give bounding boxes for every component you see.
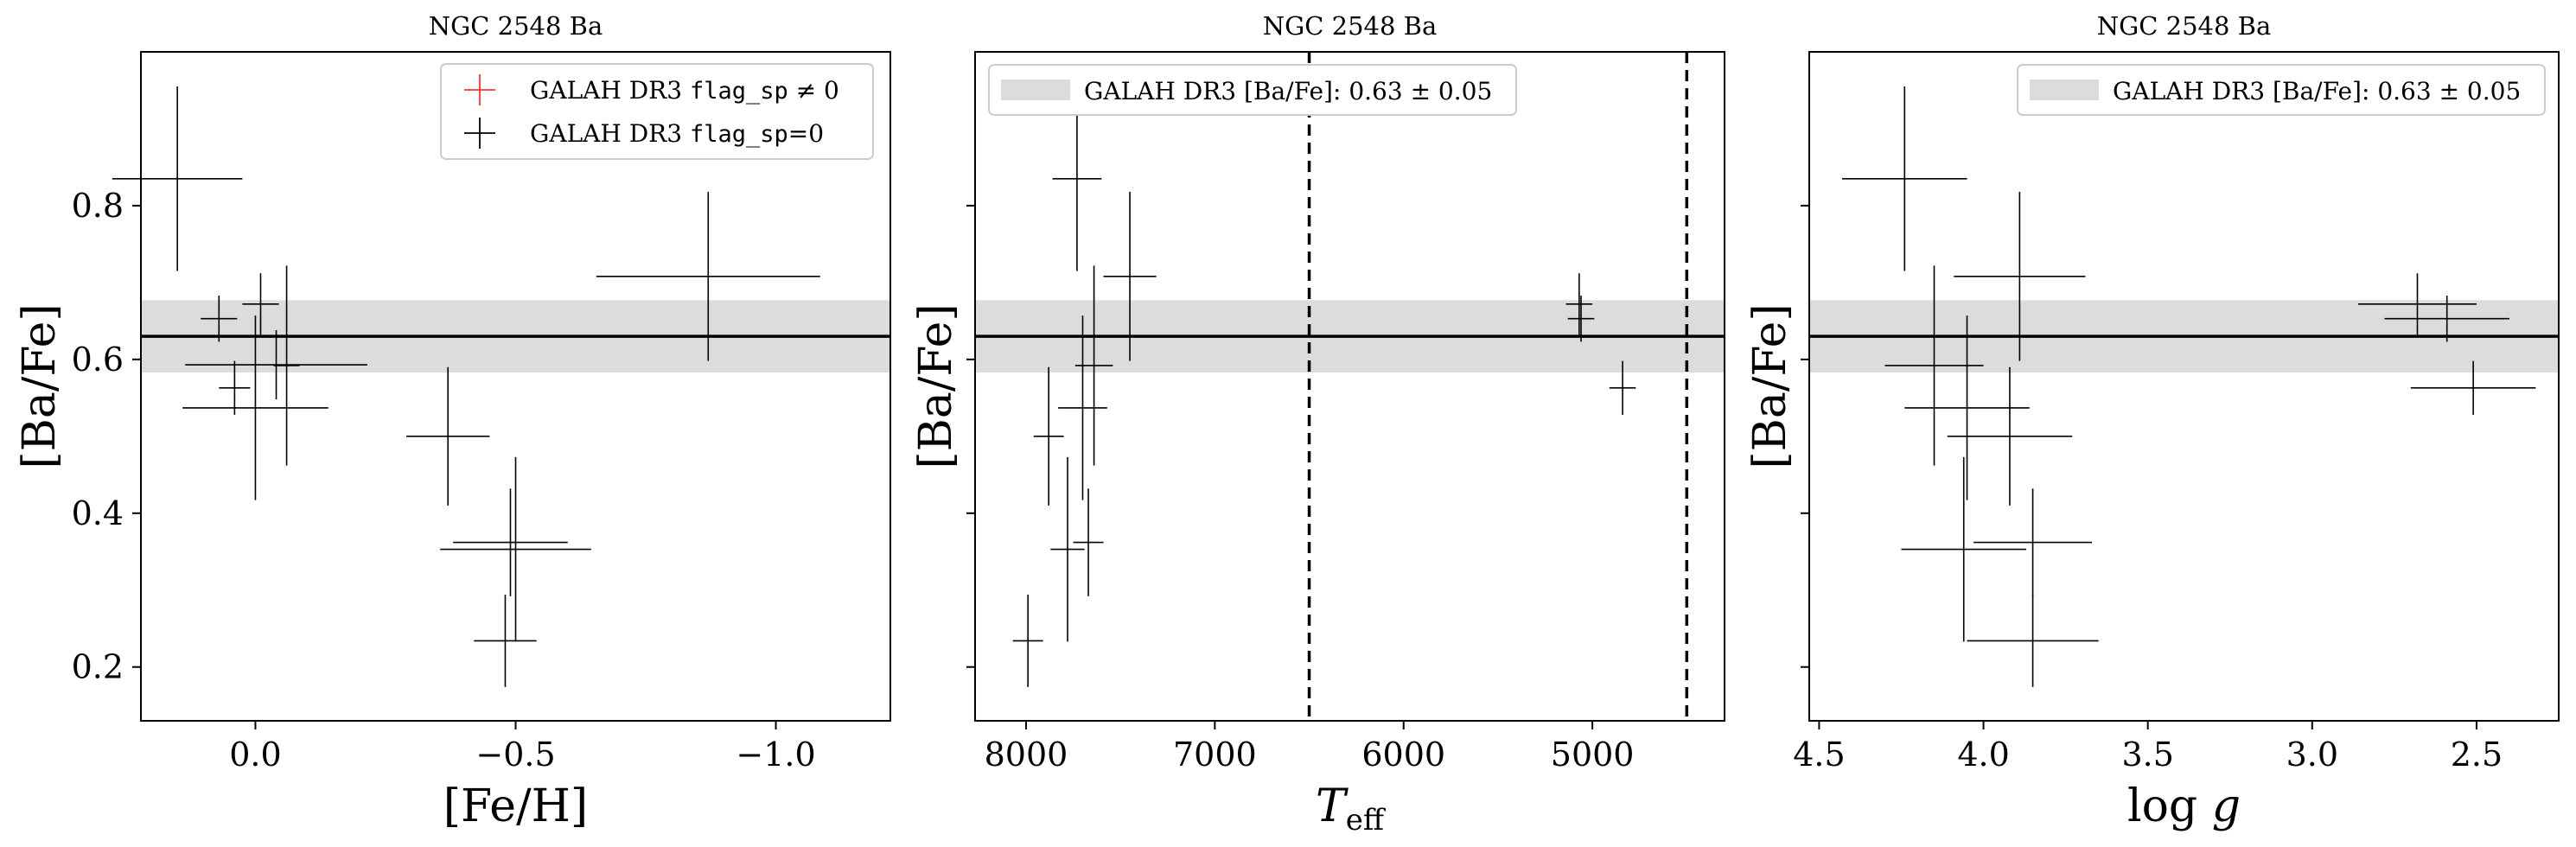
x-tick-label: 6000 xyxy=(1361,736,1445,774)
data-point xyxy=(1058,315,1107,500)
data-point xyxy=(185,330,367,400)
plot-frame xyxy=(974,51,1725,722)
x-axis-label: log g xyxy=(2127,780,2241,832)
data-point xyxy=(242,273,279,335)
data-point xyxy=(1052,86,1102,271)
x-tick-label: 3.0 xyxy=(2286,736,2338,774)
data-point xyxy=(2358,273,2477,335)
data-point xyxy=(201,296,238,342)
legend: GALAH DR3 [Ba/Fe]: 0.63 ± 0.05 xyxy=(988,64,1517,116)
x-tick-label: 4.0 xyxy=(1957,736,2009,774)
data-point xyxy=(1012,595,1043,687)
y-tick-label: 0.2 xyxy=(72,648,124,686)
data-point xyxy=(1954,191,2086,361)
legend-band-swatch xyxy=(1001,80,1070,100)
x-tick-label: 5000 xyxy=(1551,736,1635,774)
y-tick-label: 0.6 xyxy=(72,341,124,379)
data-point xyxy=(1973,488,2093,596)
data-point xyxy=(596,191,820,361)
chart-title: NGC 2548 Ba xyxy=(429,11,603,41)
data-point xyxy=(1901,456,2026,642)
data-point xyxy=(440,456,591,642)
series-1 xyxy=(1842,86,2536,687)
chart-title: NGC 2548 Ba xyxy=(1263,11,1438,41)
x-tick-label: 8000 xyxy=(985,736,1068,774)
data-point xyxy=(1565,273,1593,335)
data-point xyxy=(1050,456,1085,642)
series-1 xyxy=(1012,86,1636,687)
data-point xyxy=(1904,315,2030,500)
data-point xyxy=(406,366,490,506)
data-point xyxy=(1073,488,1104,596)
data-point xyxy=(1567,296,1595,342)
y-axis-label: [Ba/Fe] xyxy=(910,303,962,468)
panel-2: 8000 7000 6000 5000 NGC 2548 Ba Teff [Ba/Fe] GA… xyxy=(910,11,1725,837)
legend-label: GALAH DR3 flag_sp ≠ 0 xyxy=(530,76,839,105)
plot-frame xyxy=(1808,51,2560,722)
legend-box xyxy=(440,63,874,160)
legend-band-swatch xyxy=(2030,80,2099,100)
x-tick-label: 3.5 xyxy=(2121,736,2173,774)
x-axis-label: Teff xyxy=(1316,780,1387,837)
data-point xyxy=(273,265,300,466)
data-point xyxy=(1609,360,1636,415)
chart-title: NGC 2548 Ba xyxy=(2097,11,2272,41)
y-axis-label: [Ba/Fe] xyxy=(1744,303,1796,468)
y-tick-label: 0.8 xyxy=(72,187,124,225)
x-tick-label: 7000 xyxy=(1173,736,1257,774)
legend-box xyxy=(2017,64,2546,116)
legend-label: GALAH DR3 flag_sp=0 xyxy=(530,119,824,148)
legend: GALAH DR3 flag_sp ≠ 0 GALAH DR3 flag_sp=0 xyxy=(440,63,874,160)
legend-box xyxy=(988,64,1517,116)
y-axis-label: [Ba/Fe] xyxy=(14,303,66,468)
data-point xyxy=(219,360,251,415)
data-point xyxy=(1842,86,1967,271)
legend: GALAH DR3 [Ba/Fe]: 0.63 ± 0.05 xyxy=(2017,64,2546,116)
series-1 xyxy=(112,86,820,687)
data-point xyxy=(474,595,537,687)
data-point xyxy=(2384,296,2509,342)
y-tick-label: 0.4 xyxy=(72,494,124,532)
data-point xyxy=(1074,265,1113,466)
legend-label: GALAH DR3 [Ba/Fe]: 0.63 ± 0.05 xyxy=(2113,77,2521,105)
x-tick-label: −0.5 xyxy=(475,736,555,774)
data-point xyxy=(1033,366,1064,506)
x-tick-label: 0.0 xyxy=(229,736,281,774)
data-point xyxy=(453,488,568,596)
data-point xyxy=(1103,191,1157,361)
x-tick-label: 4.5 xyxy=(1793,736,1845,774)
data-point xyxy=(1967,595,2099,687)
x-axis-label: [Fe/H] xyxy=(443,780,588,832)
data-point xyxy=(1884,265,1984,466)
x-tick-label: 2.5 xyxy=(2451,736,2503,774)
legend-label: GALAH DR3 [Ba/Fe]: 0.63 ± 0.05 xyxy=(1084,77,1492,105)
data-point xyxy=(2410,360,2536,415)
data-point xyxy=(112,86,243,271)
panel-3: 4.5 4.0 3.5 3.0 2.5 NGC 2548 Ba log g [Ba/Fe] GA… xyxy=(1744,11,2560,832)
x-tick-label: −1.0 xyxy=(736,736,815,774)
data-point xyxy=(1947,366,2073,506)
panel-1: 0.0 −0.5 −1.0 0.2 0.4 0.6 0.8 NGC 2548 Ba [Fe/H]… xyxy=(14,11,891,832)
data-point xyxy=(182,315,328,500)
